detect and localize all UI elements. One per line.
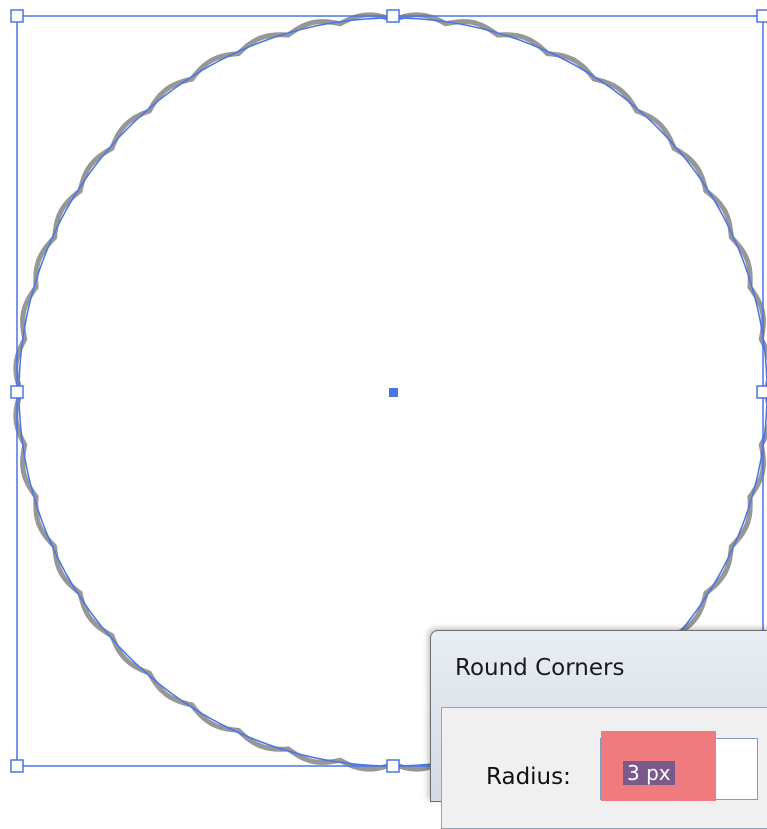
dialog-panel: Radius: 3 px <box>441 707 767 829</box>
round-corners-dialog: Round Corners Radius: 3 px <box>430 630 767 802</box>
radius-label: Radius: <box>486 764 571 790</box>
page: Round Corners Radius: 3 px (() => { cons… <box>0 0 767 779</box>
radius-input[interactable]: 3 px <box>600 738 758 800</box>
dialog-title: Round Corners <box>455 655 624 681</box>
center-point <box>389 388 398 397</box>
radius-value: 3 px <box>623 761 675 785</box>
